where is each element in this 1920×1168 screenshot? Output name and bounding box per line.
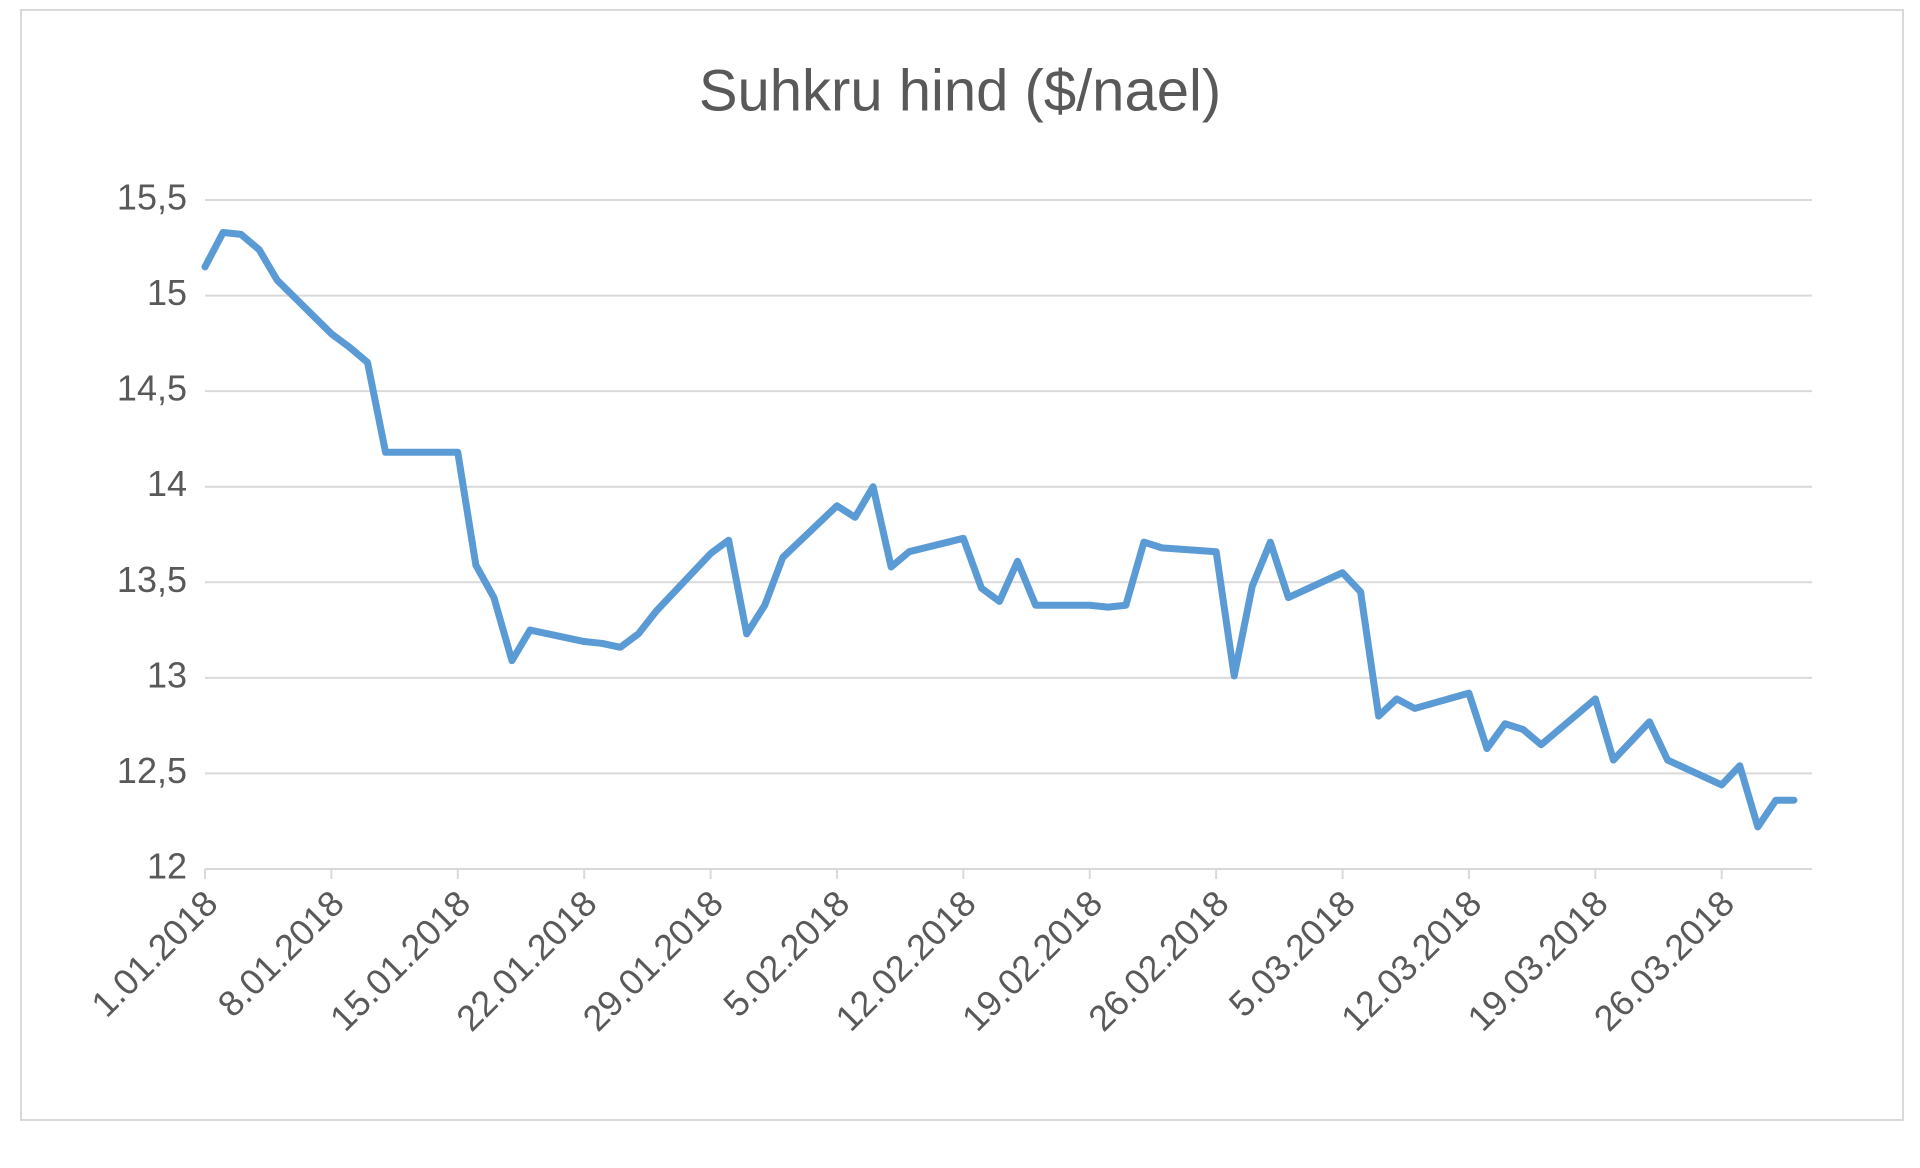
y-tick-label: 12,5 — [117, 750, 187, 791]
chart-frame — [20, 9, 1904, 1121]
y-tick-label: 14 — [147, 463, 187, 504]
chart-title: Suhkru hind ($/nael) — [699, 58, 1221, 123]
y-tick-label: 15,5 — [117, 177, 187, 218]
y-tick-label: 15 — [147, 272, 187, 313]
price-line — [201, 228, 1798, 831]
y-tick-label: 13,5 — [117, 559, 187, 600]
y-tick-label: 14,5 — [117, 368, 187, 409]
y-tick-label: 12 — [147, 846, 187, 887]
y-tick-label: 13 — [147, 654, 187, 695]
